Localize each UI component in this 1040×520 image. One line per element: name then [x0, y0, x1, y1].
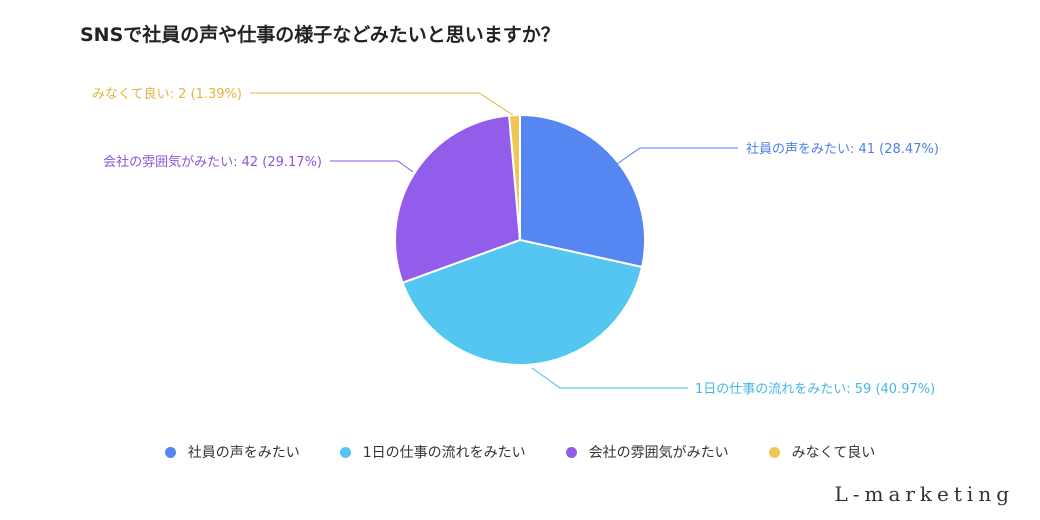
- pie-slice-employee-voice[interactable]: [519, 113, 647, 269]
- pie-slice-daily-flow[interactable]: [401, 238, 644, 366]
- leader-line: [531, 367, 688, 389]
- data-label-company-atmosphere: 会社の雰囲気がみたい: 42 (29.17%): [103, 154, 322, 170]
- legend-dot-icon: [339, 446, 351, 458]
- data-label-not-needed: みなくて良い: 2 (1.39%): [92, 86, 242, 102]
- legend-label: みなくて良い: [791, 445, 876, 461]
- leader-line: [330, 160, 414, 173]
- brand-watermark: L-marketing: [834, 482, 1014, 506]
- pie-slice-not-needed[interactable]: [508, 113, 521, 241]
- pie-chart: 社員の声をみたい: 41 (28.47%) 1日の仕事の流れをみたい: 59 (4…: [92, 86, 939, 397]
- legend-label: 会社の雰囲気がみたい: [588, 445, 729, 461]
- legend-label: 社員の声をみたい: [187, 445, 300, 461]
- legend-item-employee-voice[interactable]: 社員の声をみたい: [164, 442, 300, 462]
- legend-dot-icon: [164, 446, 176, 458]
- legend-dot-icon: [565, 446, 577, 458]
- legend-item-daily-flow[interactable]: 1日の仕事の流れをみたい: [339, 442, 526, 462]
- legend-item-not-needed[interactable]: みなくて良い: [768, 442, 876, 462]
- chart-title: SNSで社員の声や仕事の様子などみたいと思いますか？: [80, 24, 560, 46]
- legend: 社員の声をみたい 1日の仕事の流れをみたい 会社の雰囲気がみたい みなくて良い: [0, 442, 1040, 462]
- leader-line: [250, 92, 514, 116]
- pie-slice-company-atmosphere[interactable]: [394, 114, 522, 285]
- legend-label: 1日の仕事の流れをみたい: [362, 445, 526, 461]
- data-label-daily-flow: 1日の仕事の流れをみたい: 59 (40.97%): [695, 382, 935, 397]
- leader-line: [616, 147, 738, 165]
- legend-dot-icon: [768, 446, 780, 458]
- legend-item-company-atmosphere[interactable]: 会社の雰囲気がみたい: [565, 442, 729, 462]
- data-label-employee-voice: 社員の声をみたい: 41 (28.47%): [746, 141, 939, 157]
